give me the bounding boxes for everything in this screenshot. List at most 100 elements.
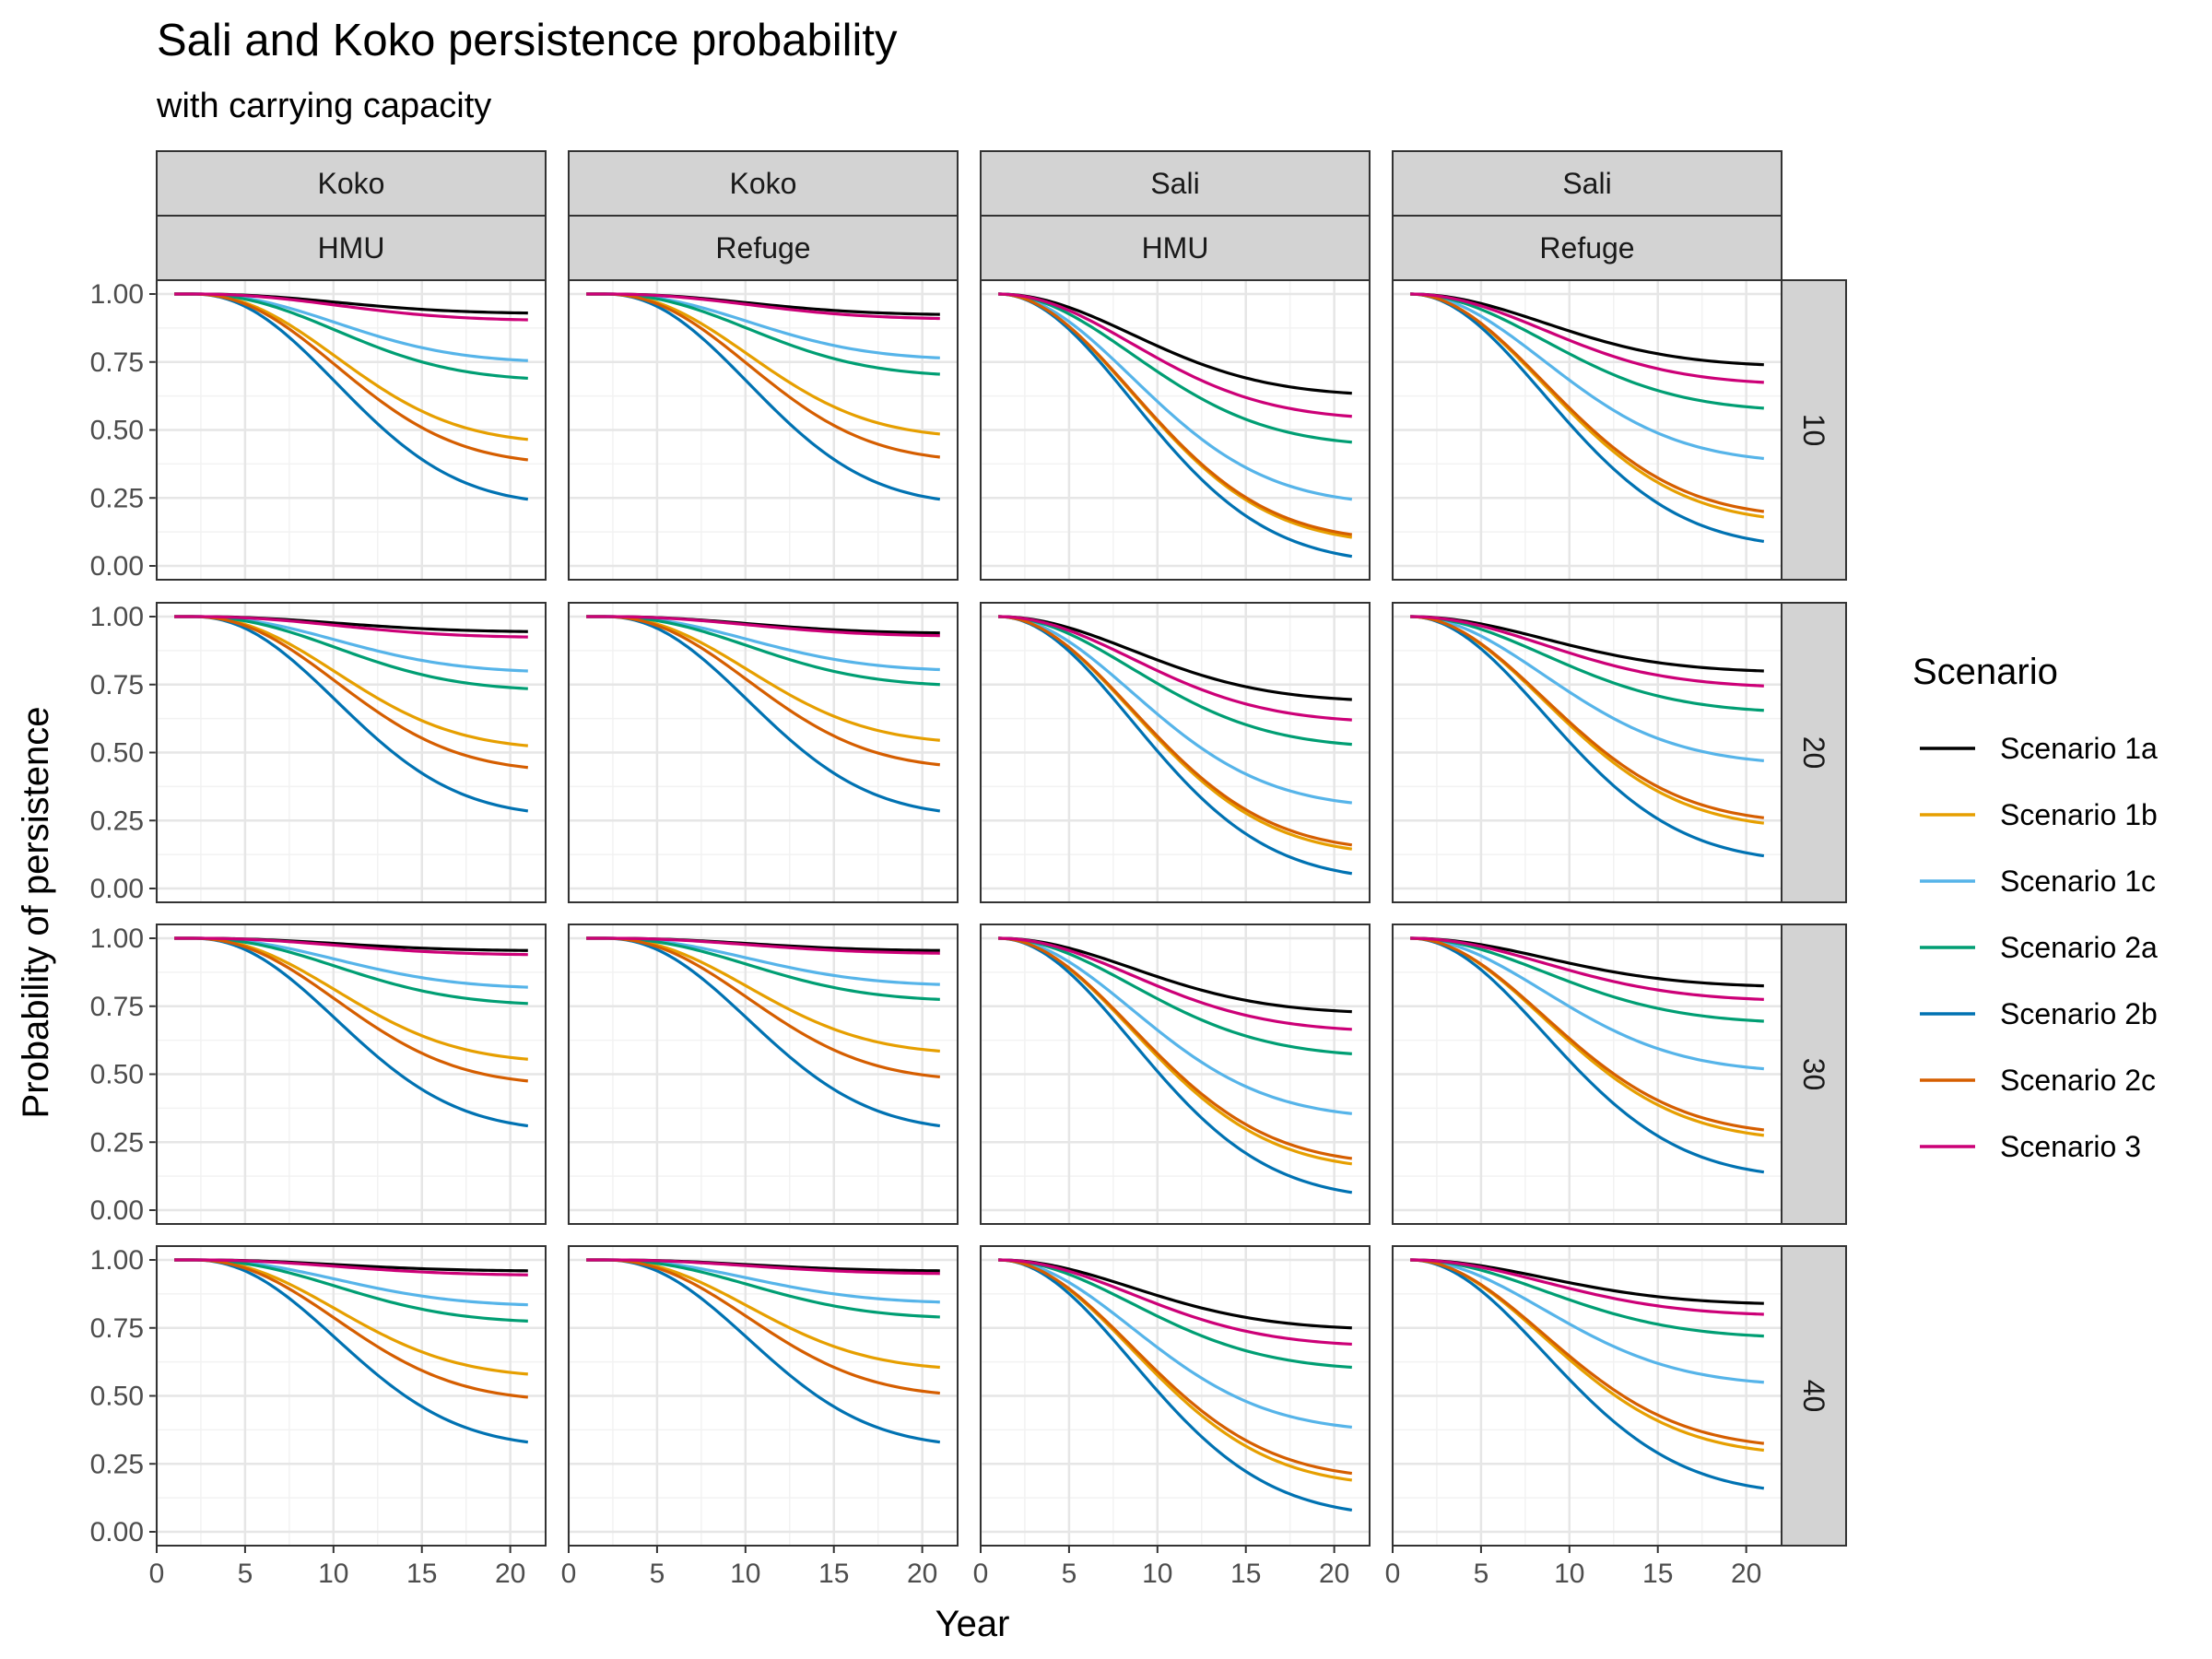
facet-panel (155, 924, 547, 1225)
series-line (998, 615, 1353, 847)
series-line (998, 292, 1353, 501)
x-tick-label: 5 (650, 1559, 665, 1589)
facet-panel (1391, 602, 1783, 903)
legend-label: Scenario 3 (2000, 1130, 2141, 1163)
panel-border (156, 924, 547, 1225)
series-line (998, 615, 1353, 876)
series-line (998, 615, 1352, 701)
x-tick-label: 5 (1474, 1559, 1489, 1589)
series-line (998, 1258, 1353, 1512)
series-line (586, 1258, 940, 1276)
x-tick-label: 10 (1142, 1559, 1172, 1589)
x-tick-label: 0 (973, 1559, 989, 1589)
y-tick-label: 0.25 (90, 1449, 144, 1479)
legend-label: Scenario 2a (2000, 931, 2158, 964)
strip-row-label: 30 (1797, 1058, 1830, 1091)
series-line (998, 292, 1353, 559)
y-tick-label: 0.25 (90, 483, 144, 513)
facet-panel (1391, 1245, 1783, 1547)
panel-border (980, 602, 1371, 903)
strip-species-bg (156, 150, 547, 217)
legend-label: Scenario 1b (2000, 798, 2158, 831)
series-line (998, 936, 1352, 1031)
series-line (1410, 292, 1764, 367)
series-line (998, 936, 1353, 1160)
panel-border (156, 1245, 547, 1547)
facet-panel (567, 1245, 959, 1547)
series-line (586, 1258, 940, 1395)
y-tick-label: 0.25 (90, 806, 144, 836)
facet-panel (979, 602, 1371, 903)
series-line (586, 936, 940, 1001)
x-tick-label: 20 (495, 1559, 525, 1589)
strip-species-bg (568, 150, 959, 217)
series-line (998, 936, 1352, 1115)
x-tick-label: 10 (318, 1559, 348, 1589)
series-line (174, 936, 528, 1083)
y-tick-label: 0.25 (90, 1127, 144, 1158)
y-tick-label: 0.75 (90, 347, 144, 378)
series-line (1410, 1258, 1765, 1490)
series-line (586, 615, 940, 767)
series-line (998, 936, 1352, 1014)
x-tick-label: 0 (149, 1559, 165, 1589)
x-tick-label: 0 (561, 1559, 577, 1589)
series-line (1410, 936, 1764, 1023)
panel-border (1392, 279, 1783, 581)
panel-border (980, 924, 1371, 1225)
chart-title: Sali and Koko persistence probability (157, 16, 898, 65)
series-line (1410, 292, 1764, 384)
series-line (586, 615, 941, 813)
series-line (998, 936, 1352, 1055)
series-line (174, 615, 528, 639)
series-line (586, 1258, 941, 1444)
series-line (998, 292, 1352, 395)
facet-panel (1391, 279, 1783, 581)
facet-panel (979, 279, 1371, 581)
panel-border (1392, 602, 1783, 903)
series-line (1410, 615, 1764, 688)
strip-site-label: Refuge (715, 231, 810, 265)
strip-site-label: Refuge (1539, 231, 1634, 265)
y-tick-label: 0.75 (90, 1313, 144, 1344)
series-line (586, 936, 940, 955)
y-tick-label: 1.00 (90, 279, 144, 310)
y-tick-label: 1.00 (90, 1245, 144, 1276)
x-axis-title: Year (935, 1604, 1010, 1644)
panel-border (156, 602, 547, 903)
series-line (1410, 292, 1764, 410)
strip-species-label: Koko (318, 167, 385, 200)
series-line (586, 936, 941, 1128)
series-line (586, 936, 940, 1079)
series-line (998, 1258, 1352, 1330)
x-tick-label: 15 (1642, 1559, 1673, 1589)
strip-row-bg (1781, 602, 1847, 903)
x-tick-label: 15 (1230, 1559, 1261, 1589)
facet-panel (155, 279, 547, 581)
facet-panel (567, 924, 959, 1225)
x-tick-label: 20 (1319, 1559, 1349, 1589)
series-line (586, 292, 941, 459)
series-line (1410, 292, 1765, 513)
series-line (1410, 936, 1764, 1071)
strip-row-bg (1781, 924, 1847, 1225)
y-tick-label: 0.75 (90, 670, 144, 700)
facet-panel (155, 602, 547, 903)
series-line (998, 1258, 1352, 1370)
series-line (1410, 936, 1764, 1001)
y-tick-label: 1.00 (90, 602, 144, 632)
series-line (1410, 936, 1765, 1132)
panel-border (568, 279, 959, 581)
strip-site-bg (980, 215, 1371, 281)
panel-border (568, 924, 959, 1225)
y-tick-label: 0.00 (90, 551, 144, 582)
y-tick-label: 1.00 (90, 924, 144, 954)
legend-title: Scenario (1912, 652, 2058, 692)
series-line (174, 615, 528, 770)
series-line (998, 292, 1352, 444)
strip-row-label: 20 (1797, 736, 1830, 770)
x-tick-label: 5 (1062, 1559, 1077, 1589)
series-line (998, 292, 1352, 418)
y-tick-label: 0.00 (90, 1195, 144, 1226)
series-line (998, 1258, 1353, 1476)
